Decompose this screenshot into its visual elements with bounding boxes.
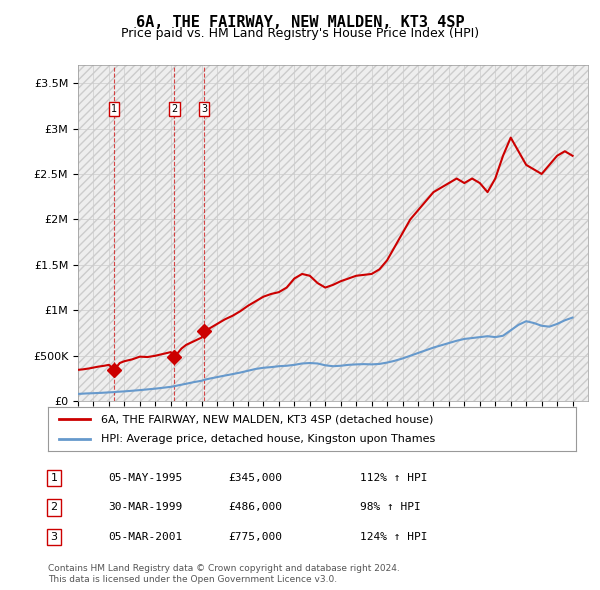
Text: 112% ↑ HPI: 112% ↑ HPI xyxy=(360,473,427,483)
Text: £486,000: £486,000 xyxy=(228,503,282,512)
Text: Contains HM Land Registry data © Crown copyright and database right 2024.: Contains HM Land Registry data © Crown c… xyxy=(48,565,400,573)
Text: 3: 3 xyxy=(202,104,208,114)
Text: £345,000: £345,000 xyxy=(228,473,282,483)
Text: 3: 3 xyxy=(50,532,58,542)
Text: 1: 1 xyxy=(50,473,58,483)
Text: 2: 2 xyxy=(172,104,178,114)
Text: 98% ↑ HPI: 98% ↑ HPI xyxy=(360,503,421,512)
Text: 2: 2 xyxy=(50,503,58,512)
Text: 05-MAY-1995: 05-MAY-1995 xyxy=(108,473,182,483)
Text: 1: 1 xyxy=(111,104,118,114)
Text: HPI: Average price, detached house, Kingston upon Thames: HPI: Average price, detached house, King… xyxy=(101,434,435,444)
Text: This data is licensed under the Open Government Licence v3.0.: This data is licensed under the Open Gov… xyxy=(48,575,337,584)
Text: 6A, THE FAIRWAY, NEW MALDEN, KT3 4SP: 6A, THE FAIRWAY, NEW MALDEN, KT3 4SP xyxy=(136,15,464,30)
Text: Price paid vs. HM Land Registry's House Price Index (HPI): Price paid vs. HM Land Registry's House … xyxy=(121,27,479,40)
Text: £775,000: £775,000 xyxy=(228,532,282,542)
Text: 30-MAR-1999: 30-MAR-1999 xyxy=(108,503,182,512)
Text: 124% ↑ HPI: 124% ↑ HPI xyxy=(360,532,427,542)
Text: 05-MAR-2001: 05-MAR-2001 xyxy=(108,532,182,542)
Text: 6A, THE FAIRWAY, NEW MALDEN, KT3 4SP (detached house): 6A, THE FAIRWAY, NEW MALDEN, KT3 4SP (de… xyxy=(101,415,433,424)
